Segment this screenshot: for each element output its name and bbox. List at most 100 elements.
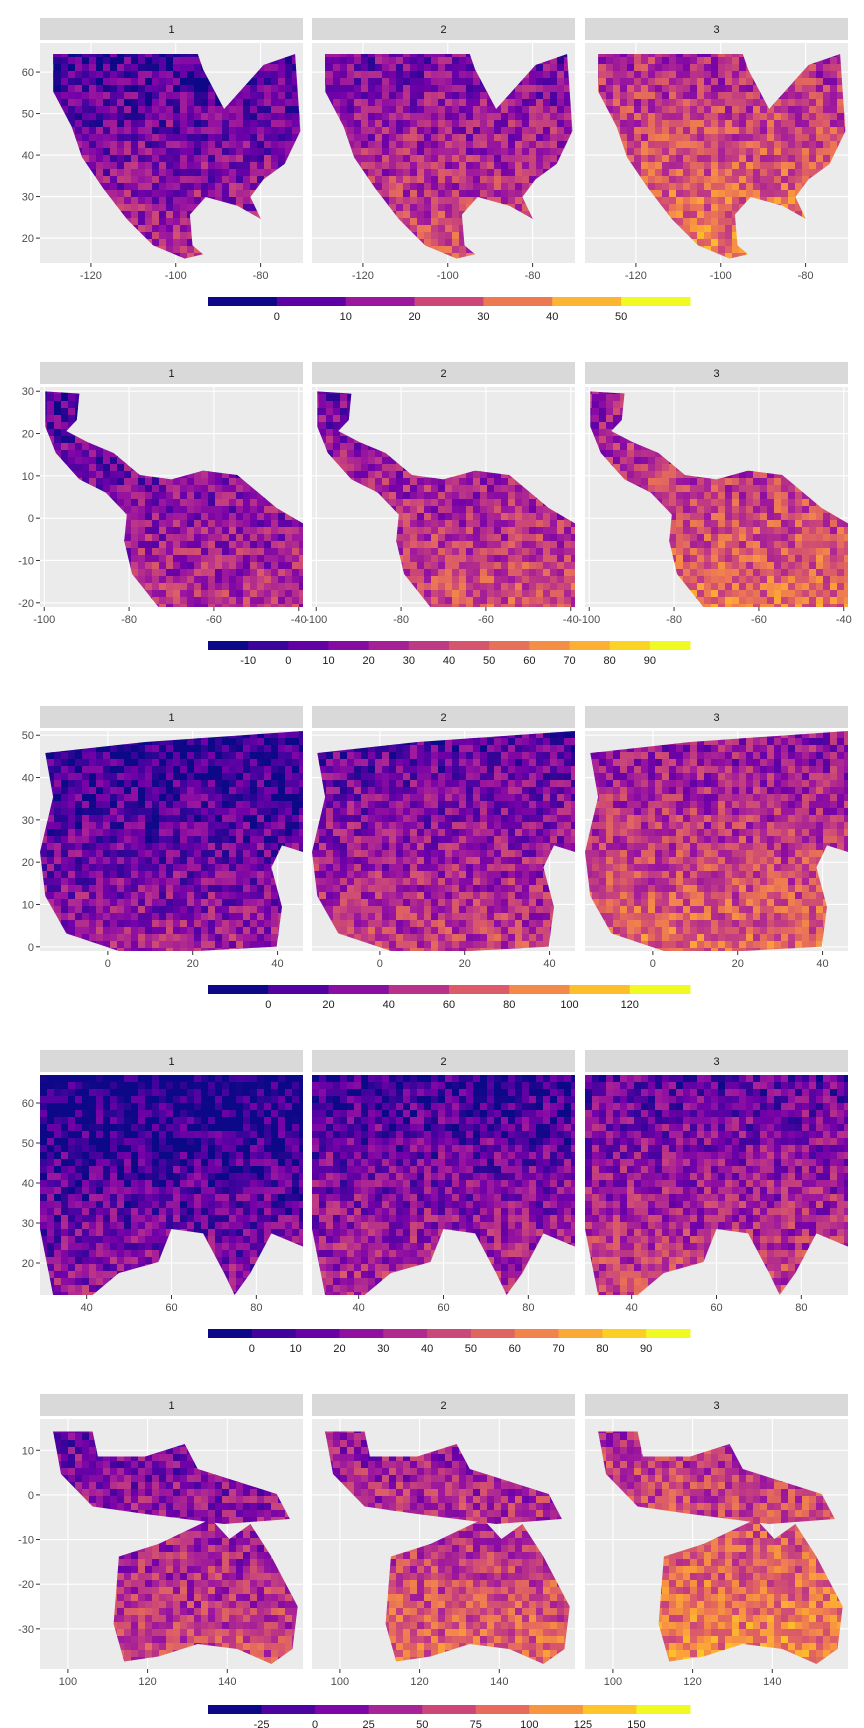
- heatmap-cell: [697, 120, 704, 127]
- heatmap-cell: [292, 576, 299, 583]
- heatmap-cell: [61, 99, 68, 106]
- heatmap-cell: [690, 120, 697, 127]
- heatmap-cell: [278, 127, 285, 134]
- heatmap-cell: [180, 78, 187, 85]
- heatmap-cell: [340, 71, 347, 78]
- heatmap-cell: [152, 562, 159, 569]
- heatmap-cell: [767, 113, 774, 120]
- heatmap-cell: [166, 499, 173, 506]
- heatmap-cell: [704, 169, 711, 176]
- heatmap-cell: [215, 541, 222, 548]
- heatmap-cell: [340, 57, 347, 64]
- heatmap-cell: [627, 71, 634, 78]
- heatmap-cell: [431, 190, 438, 197]
- heatmap-cell: [326, 71, 333, 78]
- heatmap-cell: [194, 590, 201, 597]
- heatmap-cell: [166, 204, 173, 211]
- heatmap-cell: [403, 183, 410, 190]
- heatmap-cell: [396, 155, 403, 162]
- heatmap-cell: [340, 106, 347, 113]
- heatmap-cell: [271, 562, 278, 569]
- heatmap-cell: [103, 78, 110, 85]
- heatmap-cell: [159, 562, 166, 569]
- heatmap-cell: [103, 71, 110, 78]
- facet-strip-label: 2: [440, 24, 446, 36]
- heatmap-cell: [145, 85, 152, 92]
- heatmap-cell: [103, 183, 110, 190]
- heatmap-cell: [166, 141, 173, 148]
- heatmap-cell: [431, 99, 438, 106]
- heatmap-cell: [473, 78, 480, 85]
- heatmap-cell: [187, 548, 194, 555]
- heatmap-cell: [480, 190, 487, 197]
- heatmap-cell: [138, 506, 145, 513]
- heatmap-cell: [236, 555, 243, 562]
- heatmap-cell: [250, 127, 257, 134]
- heatmap-cell: [648, 127, 655, 134]
- heatmap-cell: [466, 106, 473, 113]
- heatmap-cell: [676, 169, 683, 176]
- heatmap-cell: [236, 155, 243, 162]
- heatmap-cell: [830, 127, 837, 134]
- heatmap-cell: [285, 141, 292, 148]
- heatmap-cell: [173, 176, 180, 183]
- heatmap-cell: [264, 576, 271, 583]
- heatmap-cell: [257, 92, 264, 99]
- x-tick-label: -100: [710, 270, 732, 282]
- heatmap-cell: [697, 169, 704, 176]
- heatmap-cell: [627, 113, 634, 120]
- heatmap-cell: [89, 457, 96, 464]
- heatmap-cell: [417, 113, 424, 120]
- heatmap-cell: [68, 408, 75, 415]
- heatmap-cell: [124, 183, 131, 190]
- heatmap-cell: [830, 71, 837, 78]
- heatmap-cell: [243, 492, 250, 499]
- heatmap-cell: [669, 134, 676, 141]
- heatmap-cell: [823, 71, 830, 78]
- heatmap-cell: [403, 190, 410, 197]
- heatmap-cell: [96, 450, 103, 457]
- heatmap-cell: [152, 485, 159, 492]
- heatmap-cell: [103, 457, 110, 464]
- heatmap-cell: [180, 583, 187, 590]
- heatmap-cell: [96, 141, 103, 148]
- heatmap-cell: [201, 492, 208, 499]
- heatmap-cell: [354, 120, 361, 127]
- heatmap-cell: [599, 85, 606, 92]
- heatmap-cell: [285, 120, 292, 127]
- heatmap-cell: [257, 71, 264, 78]
- heatmap-cell: [445, 71, 452, 78]
- heatmap-cell: [662, 190, 669, 197]
- heatmap-cell: [375, 57, 382, 64]
- heatmap-cell: [550, 71, 557, 78]
- heatmap-cell: [361, 141, 368, 148]
- heatmap-cell: [110, 478, 117, 485]
- heatmap-cell: [634, 64, 641, 71]
- heatmap-cell: [278, 85, 285, 92]
- heatmap-cell: [187, 506, 194, 513]
- heatmap-cell: [725, 176, 732, 183]
- heatmap-cell: [250, 583, 257, 590]
- heatmap-cell: [529, 141, 536, 148]
- heatmap-cell: [725, 148, 732, 155]
- heatmap-cell: [271, 134, 278, 141]
- heatmap-cell: [117, 127, 124, 134]
- facet-strip-label: 1: [168, 24, 174, 36]
- heatmap-cell: [543, 106, 550, 113]
- heatmap-cell: [459, 92, 466, 99]
- heatmap-cell: [229, 506, 236, 513]
- heatmap-cell: [145, 204, 152, 211]
- heatmap-cell: [222, 604, 229, 611]
- x-tick-label: -120: [625, 270, 647, 282]
- heatmap-cell: [61, 450, 68, 457]
- heatmap-cell: [159, 485, 166, 492]
- heatmap-cell: [410, 92, 417, 99]
- heatmap-cell: [194, 597, 201, 604]
- heatmap-cell: [466, 169, 473, 176]
- heatmap-cell: [662, 127, 669, 134]
- heatmap-cell: [110, 155, 117, 162]
- heatmap-cell: [278, 71, 285, 78]
- heatmap-cell: [222, 141, 229, 148]
- heatmap-cell: [396, 148, 403, 155]
- heatmap-cell: [278, 513, 285, 520]
